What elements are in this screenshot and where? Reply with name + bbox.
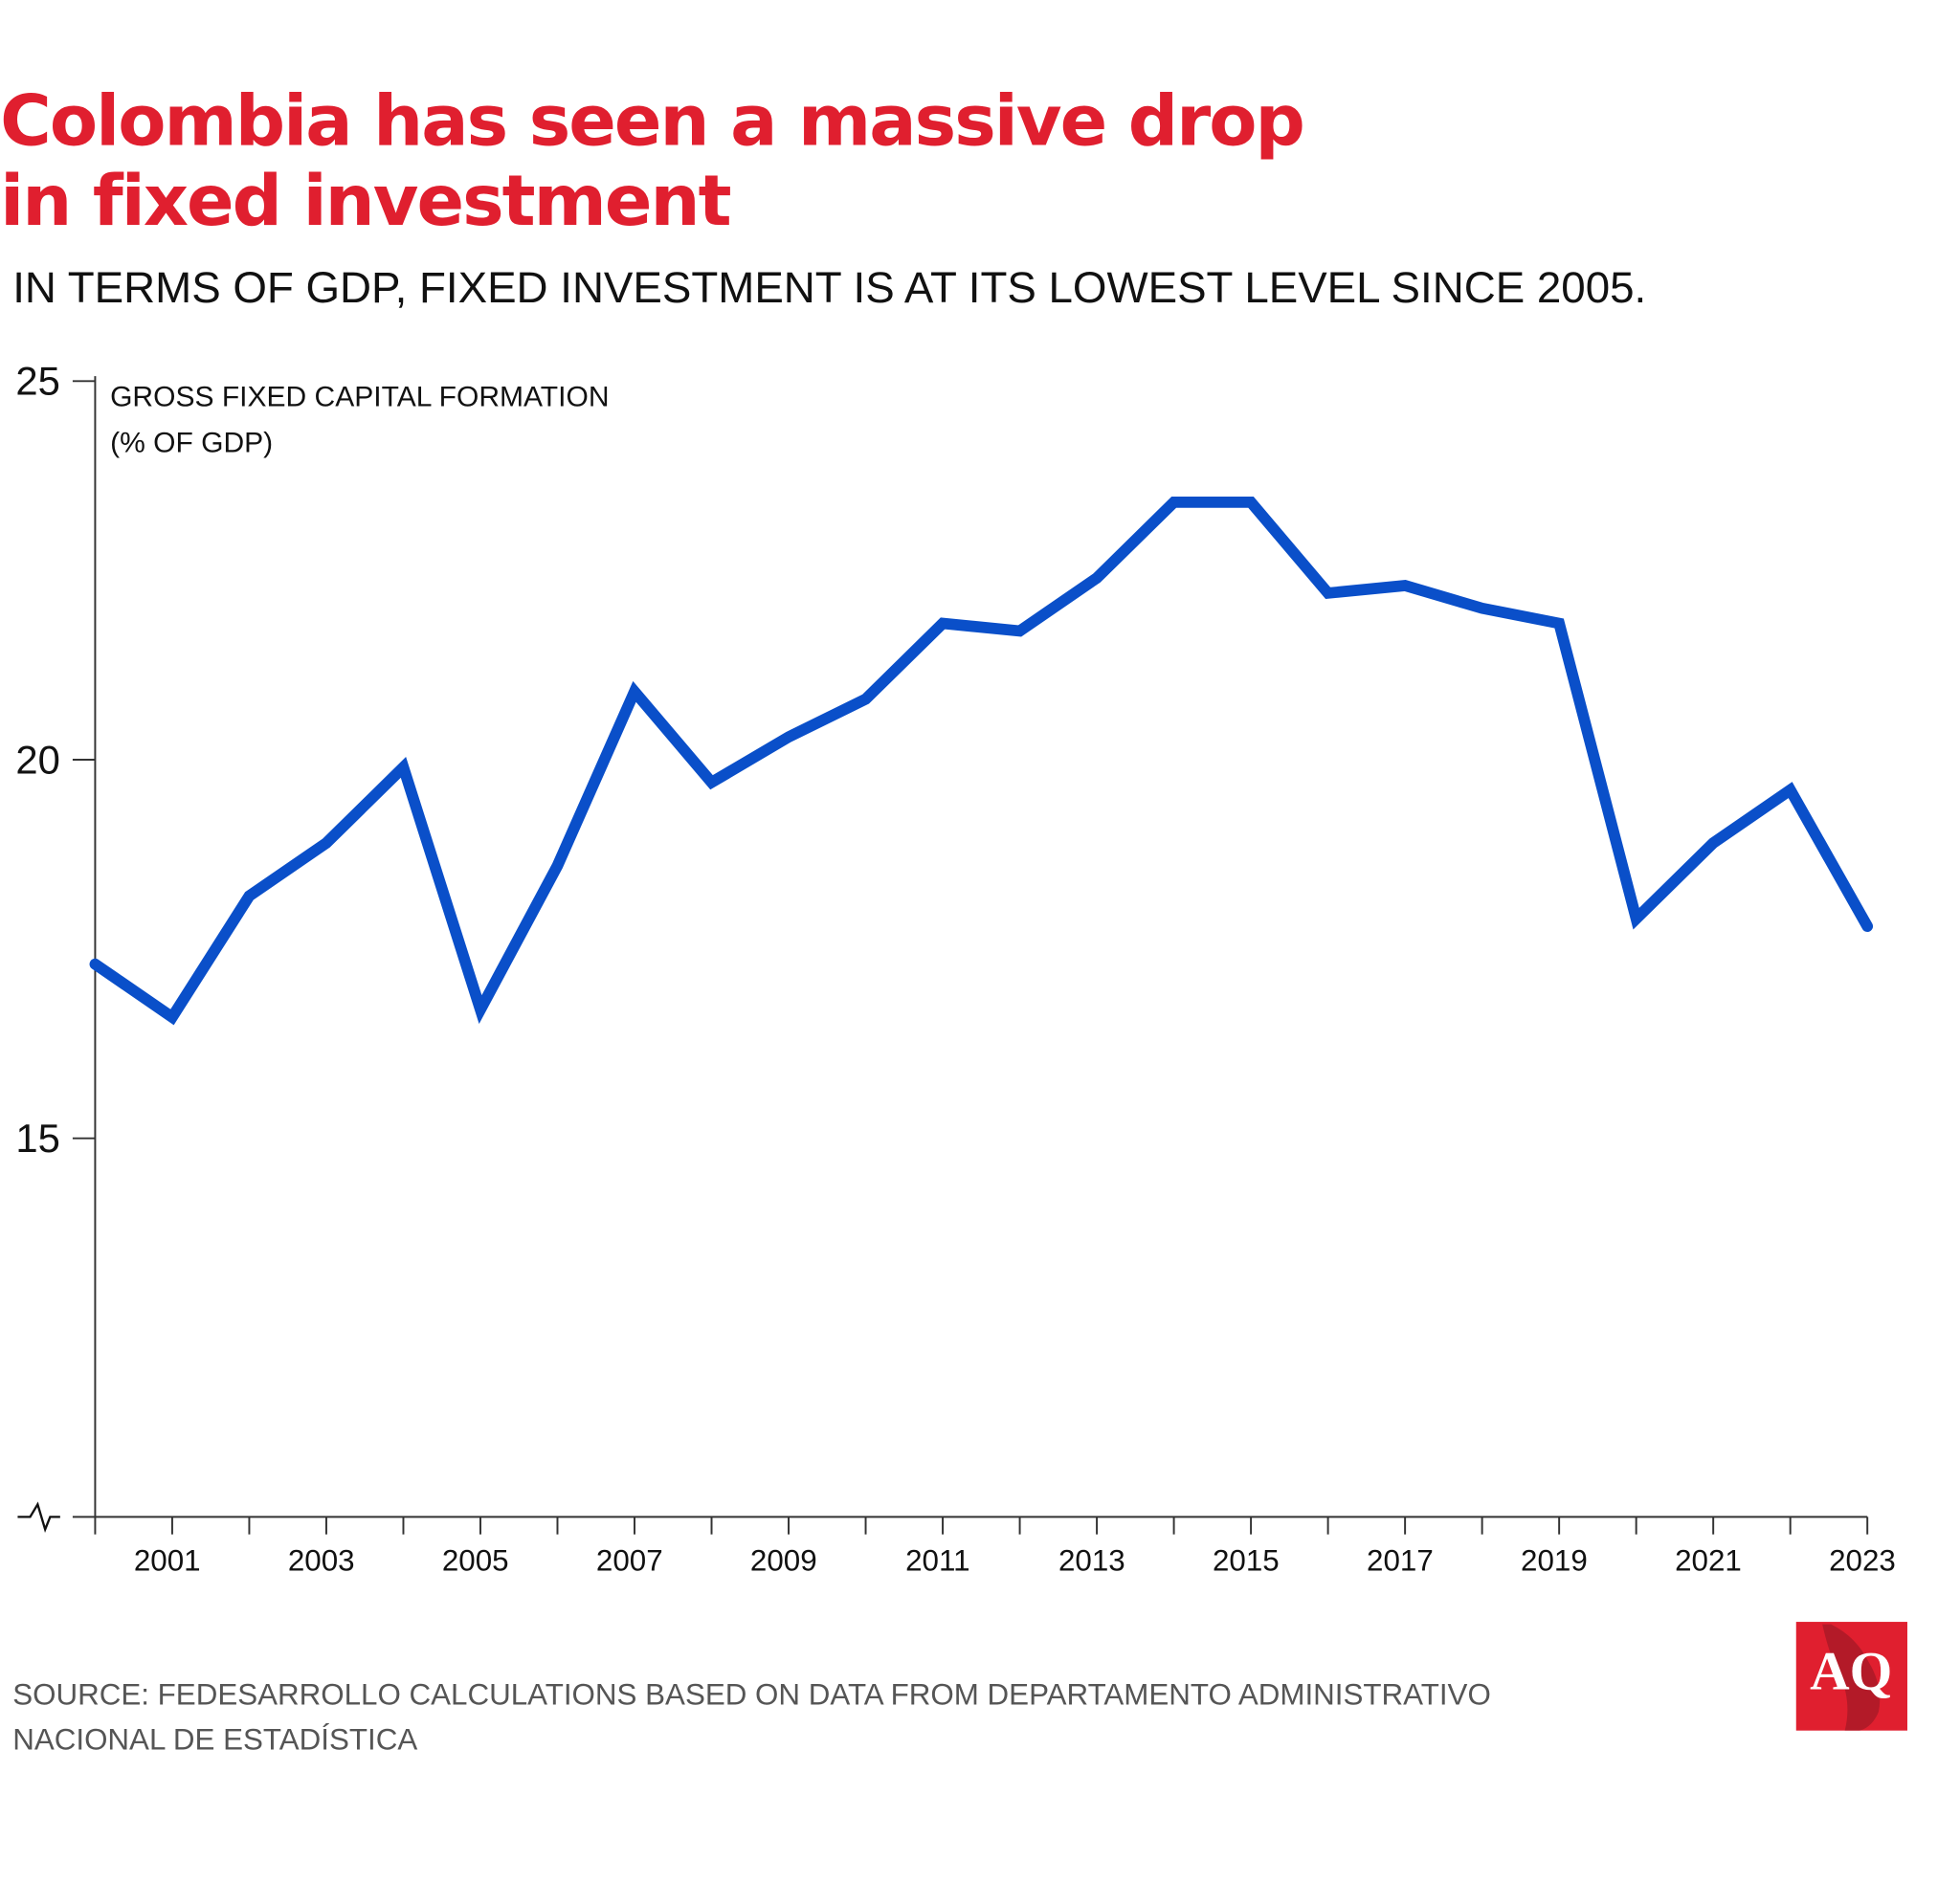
y-tick-label: 25 (15, 359, 59, 404)
series-line (89, 497, 1874, 1026)
x-tick-label: 2017 (1367, 1544, 1434, 1578)
chart-subtitle: IN TERMS OF GDP, FIXED INVESTMENT IS AT … (12, 263, 1646, 312)
x-tick-label: 2023 (1829, 1544, 1896, 1578)
x-tick-label: 2011 (905, 1544, 969, 1578)
x-tick-label: 2015 (1213, 1544, 1280, 1578)
x-tick-label: 2001 (134, 1544, 201, 1578)
axis-break-icon (17, 1501, 60, 1533)
x-tick-label: 2005 (442, 1544, 509, 1578)
chart-title-line1: Colombia has seen a massive drop (0, 80, 1303, 162)
x-tick-label: 2007 (596, 1544, 663, 1578)
x-tick-label: 2013 (1058, 1544, 1125, 1578)
chart-title-line2: in fixed investment (0, 161, 730, 242)
x-tick-label: 2021 (1675, 1544, 1742, 1578)
y-tick-label: 20 (15, 737, 59, 782)
x-tick-label: 2019 (1521, 1544, 1588, 1578)
y-axis-label-line1: GROSS FIXED CAPITAL FORMATION (110, 381, 609, 412)
source-line1: SOURCE: FEDESARROLLO CALCULATIONS BASED … (12, 1677, 1491, 1711)
y-axis-label-line2: (% OF GDP) (110, 428, 273, 459)
logo-text: AQ (1810, 1642, 1892, 1702)
y-tick-label: 15 (15, 1116, 59, 1161)
source-line2: NACIONAL DE ESTADÍSTICA (12, 1722, 417, 1756)
x-tick-label: 2003 (288, 1544, 355, 1578)
x-tick-label: 2009 (750, 1544, 817, 1578)
aq-logo: AQ (1795, 1622, 1907, 1731)
